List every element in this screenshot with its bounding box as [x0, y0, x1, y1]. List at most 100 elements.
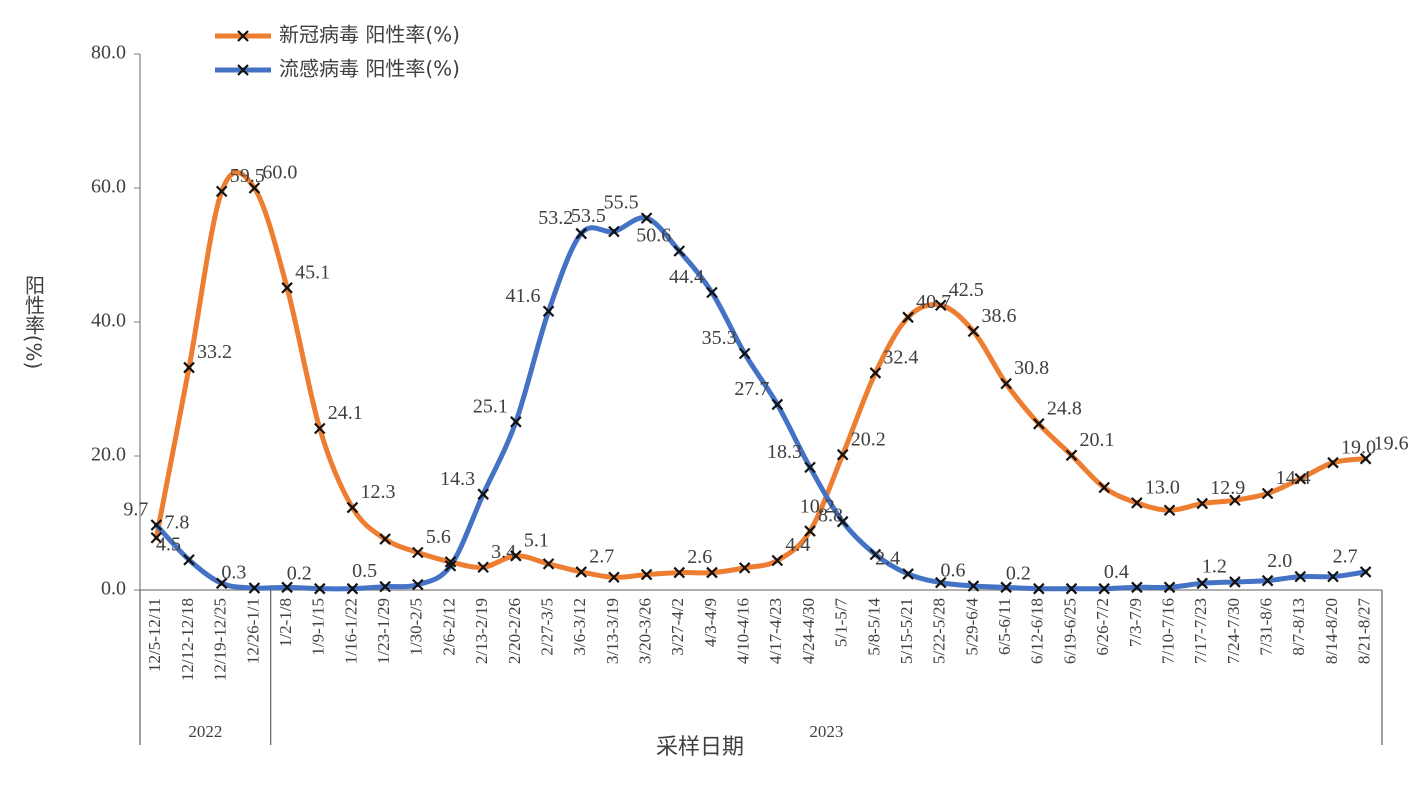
- x-tick-label: 6/19-6/25: [1060, 598, 1079, 664]
- data-label: 0.5: [352, 560, 377, 582]
- marker: [183, 361, 195, 374]
- marker: [902, 311, 914, 324]
- marker: [1163, 581, 1176, 594]
- data-label: 53.2: [538, 207, 573, 229]
- marker: [248, 582, 261, 594]
- data-label: 4.5: [156, 533, 181, 555]
- data-label: 20.1: [1080, 429, 1115, 451]
- data-label: 0.4: [1104, 561, 1129, 583]
- data-label: 3.4: [491, 541, 516, 563]
- marker: [869, 548, 882, 561]
- data-label: 2.7: [589, 546, 614, 568]
- y-tick-label: 80.0: [91, 42, 126, 64]
- x-tick-label: 7/3-7/9: [1126, 598, 1145, 647]
- data-label: 19.6: [1374, 432, 1409, 454]
- marker: [542, 305, 555, 318]
- data-label: 5.6: [426, 526, 451, 548]
- data-label: 7.8: [164, 511, 189, 533]
- marker: [1098, 582, 1110, 595]
- marker: [1098, 481, 1110, 494]
- x-tick-label: 8/7-8/13: [1289, 598, 1308, 656]
- marker: [706, 566, 718, 579]
- marker: [412, 546, 424, 559]
- marker: [379, 533, 391, 545]
- marker: [1359, 566, 1372, 578]
- data-label: 2.0: [1267, 550, 1292, 572]
- x-tick-label: 12/19-12/25: [211, 598, 230, 681]
- data-label: 19.0: [1341, 436, 1376, 458]
- marker: [510, 550, 522, 562]
- x-tick-label: 12/12-12/18: [178, 598, 197, 681]
- marker: [1196, 577, 1209, 590]
- legend-label: 流感病毒 阳性率(%): [279, 57, 460, 81]
- marker: [1033, 418, 1045, 430]
- data-label: 44.4: [669, 266, 704, 288]
- marker: [967, 580, 980, 592]
- data-label: 14.4: [1276, 467, 1311, 489]
- marker: [346, 582, 359, 595]
- data-label: 20.2: [851, 428, 886, 450]
- data-label: 5.1: [524, 529, 549, 551]
- data-label: 14.3: [440, 468, 475, 490]
- data-label: 27.7: [734, 378, 769, 400]
- x-tick-label: 2/20-2/26: [505, 598, 524, 664]
- marker: [412, 578, 424, 591]
- marker: [1327, 570, 1339, 583]
- marker: [1000, 581, 1012, 594]
- x-tick-label: 1/16-1/22: [341, 598, 360, 664]
- x-tick-label: 7/10-7/16: [1158, 598, 1177, 664]
- data-label: 2.7: [1333, 546, 1358, 568]
- data-label: 60.0: [262, 162, 297, 184]
- marker: [477, 488, 489, 500]
- marker: [804, 525, 816, 537]
- marker: [869, 367, 882, 379]
- marker: [673, 245, 686, 257]
- marker: [1359, 452, 1372, 465]
- data-label: 38.6: [981, 305, 1016, 327]
- legend-marker: [237, 30, 249, 42]
- data-label: 53.5: [571, 205, 606, 227]
- marker: [836, 515, 849, 528]
- data-label: 4.4: [785, 534, 810, 556]
- data-label: 0.2: [1006, 562, 1031, 584]
- data-label: 33.2: [197, 341, 232, 363]
- x-tick-label: 5/1-5/7: [832, 598, 851, 648]
- x-tick-label: 2/13-2/19: [472, 598, 491, 664]
- marker: [673, 566, 686, 579]
- marker: [150, 531, 163, 544]
- marker: [804, 461, 816, 474]
- marker: [1163, 504, 1176, 517]
- marker: [1000, 377, 1012, 390]
- marker: [183, 554, 195, 566]
- marker: [1327, 456, 1339, 469]
- marker: [934, 299, 947, 312]
- marker: [575, 566, 588, 578]
- data-label: 45.1: [295, 261, 330, 283]
- marker: [379, 580, 391, 593]
- legend-marker: [237, 64, 249, 76]
- x-tick-label: 3/13-3/19: [603, 598, 622, 664]
- marker: [1261, 574, 1274, 587]
- marker: [313, 582, 326, 595]
- data-label: 2.6: [687, 546, 712, 568]
- x-tick-label: 8/14-8/20: [1322, 598, 1341, 664]
- marker: [444, 556, 457, 568]
- marker: [477, 561, 489, 573]
- y-tick-label: 40.0: [91, 310, 126, 332]
- x-tick-label: 6/5-6/11: [995, 598, 1014, 655]
- marker: [771, 398, 784, 411]
- x-tick-label: 5/29-6/4: [962, 598, 981, 656]
- data-label: 50.6: [636, 225, 671, 247]
- x-tick-label: 4/17-4/23: [766, 598, 785, 664]
- x-tick-label: 6/26-7/2: [1093, 598, 1112, 656]
- data-label: 8.8: [818, 505, 843, 527]
- marker: [575, 227, 588, 240]
- marker: [215, 185, 228, 198]
- data-label: 13.0: [1145, 476, 1180, 498]
- data-label: 42.5: [949, 279, 984, 301]
- x-tick-label: 6/12-6/18: [1028, 598, 1047, 664]
- marker: [1196, 497, 1209, 510]
- x-tick-label: 2/6-2/12: [439, 598, 458, 656]
- marker: [640, 212, 653, 224]
